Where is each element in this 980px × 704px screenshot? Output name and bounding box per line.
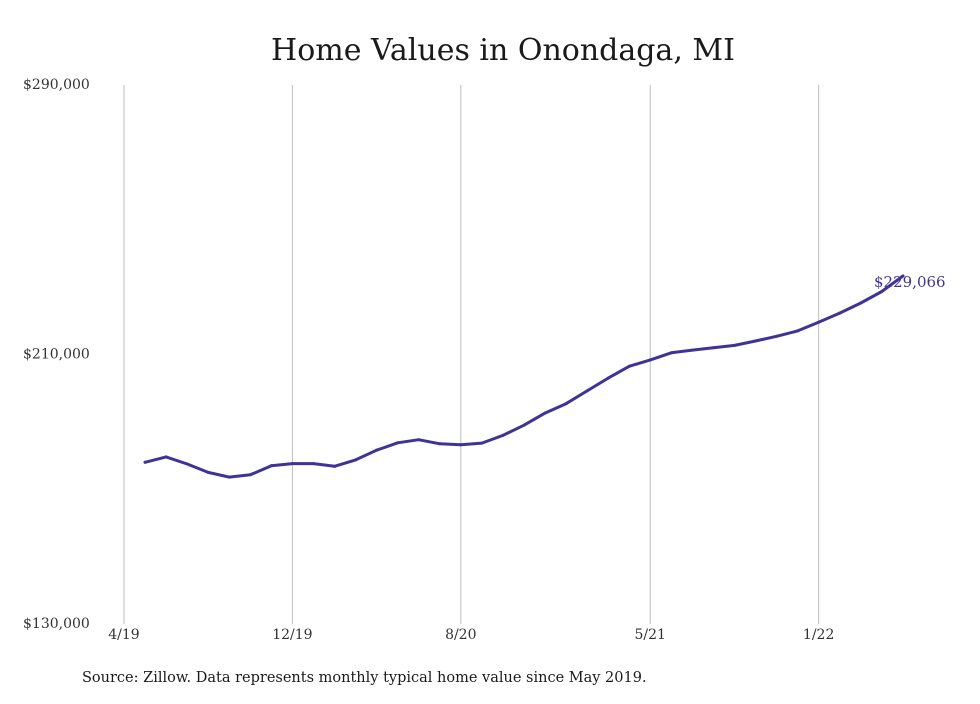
source-note: Source: Zillow. Data represents monthly …: [82, 670, 647, 686]
end-value-label: $229,066: [874, 273, 946, 291]
x-tick-label: 4/19: [108, 627, 139, 643]
data-point: [669, 351, 673, 355]
data-point: [185, 462, 189, 466]
data-point: [480, 441, 484, 445]
data-point: [859, 301, 863, 305]
data-point: [564, 402, 568, 406]
y-tick-label: $290,000: [23, 77, 90, 93]
data-point: [711, 346, 715, 350]
data-point: [627, 364, 631, 368]
data-point: [269, 464, 273, 468]
data-point: [375, 448, 379, 452]
data-point: [880, 290, 884, 294]
x-tick-label: 8/20: [445, 627, 476, 643]
data-point: [227, 475, 231, 479]
data-point: [290, 462, 294, 466]
chart-title: Home Values in Onondaga, MI: [271, 33, 735, 68]
data-point: [838, 311, 842, 315]
data-point: [901, 274, 905, 278]
data-point: [732, 343, 736, 347]
data-point: [417, 438, 421, 442]
data-point: [775, 334, 779, 338]
data-point: [248, 473, 252, 477]
x-tick-label: 1/22: [803, 627, 834, 643]
data-point: [585, 389, 589, 393]
x-tick-label: 5/21: [635, 627, 666, 643]
series-line: [143, 274, 905, 479]
data-point: [690, 348, 694, 352]
x-tick-label: 12/19: [272, 627, 312, 643]
data-point: [164, 455, 168, 459]
data-point: [396, 441, 400, 445]
series-layer: [143, 274, 905, 479]
data-point: [606, 376, 610, 380]
data-point: [206, 470, 210, 474]
data-point: [543, 411, 547, 415]
y-axis-ticks: $130,000 $210,000 $290,000: [23, 77, 90, 632]
y-tick-label: $130,000: [23, 616, 90, 632]
data-point: [333, 464, 336, 468]
x-axis-ticks: 4/19 12/19 8/20 5/21 1/22: [108, 627, 834, 643]
data-point: [354, 458, 358, 462]
data-point: [143, 460, 147, 464]
data-point: [796, 329, 800, 333]
grid-layer: [123, 85, 820, 624]
data-point: [438, 442, 442, 446]
data-point: [522, 423, 526, 427]
data-point: [459, 443, 463, 447]
y-tick-label: $210,000: [23, 347, 90, 363]
data-point: [817, 320, 821, 324]
data-point: [754, 339, 757, 343]
data-point: [311, 462, 315, 466]
data-point: [501, 433, 505, 437]
data-point: [648, 358, 652, 362]
